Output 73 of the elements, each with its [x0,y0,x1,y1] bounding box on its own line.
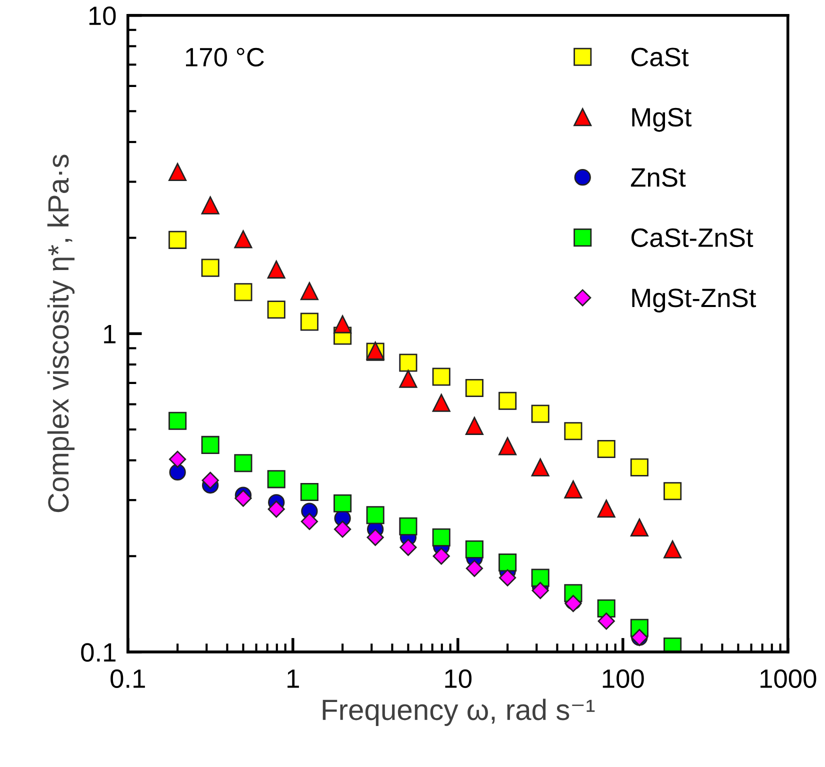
point [598,612,615,630]
legend-label: CaSt-ZnSt [631,228,754,248]
y-tick-label: 10 [89,6,116,26]
point [466,560,483,577]
point [201,196,220,214]
point [334,520,352,538]
x-tick-label: 0.1 [110,669,145,688]
point [532,582,549,600]
point [465,378,484,398]
x-axis-title: Frequency ω, rad s⁻¹ [322,698,595,726]
point [597,440,616,458]
point [300,482,318,502]
point [300,512,318,530]
annotation: 170 °C [186,48,264,67]
y-tick-label: 1 [104,325,116,344]
point [498,569,516,586]
point [597,599,616,618]
point [168,162,187,182]
point [664,540,682,558]
point [267,470,286,488]
point [202,472,219,489]
x-tick-label: 100 [602,669,644,688]
point [268,500,285,518]
point [465,416,484,435]
point [432,368,450,386]
y-tick-label: 0.1 [81,643,116,662]
x-tick-label: 1 [288,670,299,688]
point [432,548,450,565]
point [465,540,484,558]
point [234,454,252,472]
point [366,506,384,524]
x-tick-label: 1000 [760,669,816,688]
point [168,230,187,249]
point [234,283,252,302]
point [334,315,352,334]
point [630,458,648,476]
point [564,480,582,498]
point [498,392,517,410]
point [399,370,418,388]
legend-label: MgSt [632,108,692,132]
point [300,282,318,300]
point [597,500,616,518]
point [234,490,252,507]
point [334,494,352,512]
legend-label: MgSt-ZnSt [632,288,756,313]
point [300,312,318,331]
point [399,354,418,372]
point [432,528,450,546]
point [201,436,220,454]
point [366,528,384,546]
point [564,594,582,612]
legend-label: ZnSt [630,168,686,187]
point [399,517,418,536]
legend-label: CaSt [631,48,689,66]
point [234,230,252,248]
point [267,260,286,279]
point [168,412,187,430]
point [664,482,682,500]
point [169,464,186,481]
point [531,458,550,476]
point [531,568,550,587]
x-tick-label: 10 [445,669,472,688]
point [201,258,220,277]
point [498,553,517,572]
point [267,300,286,319]
point [498,437,517,456]
point [531,404,550,423]
point [564,422,582,440]
y-axis-title: Complex viscosity η*, kPa·s [47,154,75,512]
point [432,394,450,412]
point [630,518,648,537]
point [400,538,417,556]
point [168,450,186,468]
